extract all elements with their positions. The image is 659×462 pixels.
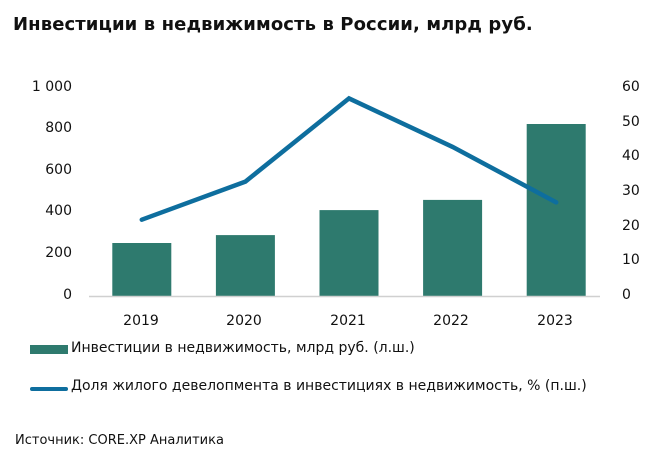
chart-title: Инвестиции в недвижимость в России, млрд… xyxy=(13,14,533,35)
right-axis-tick: 10 xyxy=(622,252,640,268)
left-axis-tick: 1 000 xyxy=(31,79,72,95)
legend-label: Доля жилого девелопмента в инвестициях в… xyxy=(71,378,587,394)
line-series xyxy=(139,95,559,222)
right-axis-tick: 20 xyxy=(622,218,640,234)
bar-2021 xyxy=(319,210,379,296)
x-axis-label: 2021 xyxy=(330,313,366,329)
source-note: Источник: CORE.XP Аналитика xyxy=(15,433,224,448)
bar-2022 xyxy=(423,199,483,296)
left-axis-tick: 600 xyxy=(45,162,72,178)
x-axis-label: 2023 xyxy=(537,313,573,329)
left-axis-tick: 800 xyxy=(45,120,72,136)
left-axis-tick: 400 xyxy=(45,203,72,219)
right-axis-tick: 0 xyxy=(622,287,631,303)
bar-2023 xyxy=(526,124,586,296)
bar-2020 xyxy=(215,235,275,296)
x-axis-label: 2022 xyxy=(433,313,469,329)
right-axis-tick: 30 xyxy=(622,183,640,199)
legend-item-bar: Инвестиции в недвижимость, млрд руб. (л.… xyxy=(30,339,659,358)
bar-2019 xyxy=(112,243,172,296)
legend-label: Инвестиции в недвижимость, млрд руб. (л.… xyxy=(71,340,415,356)
bar-swatch-icon xyxy=(30,345,68,354)
right-axis-tick: 50 xyxy=(622,114,640,130)
left-axis-tick: 0 xyxy=(63,287,72,303)
bar-series xyxy=(112,124,586,296)
legend-item-line: Доля жилого девелопмента в инвестициях в… xyxy=(30,377,651,396)
right-axis-tick: 40 xyxy=(622,148,640,164)
left-axis-tick: 200 xyxy=(45,245,72,261)
line-swatch-icon xyxy=(30,387,68,391)
right-axis-tick: 60 xyxy=(622,79,640,95)
x-axis-label: 2020 xyxy=(226,313,262,329)
x-axis-label: 2019 xyxy=(123,313,159,329)
